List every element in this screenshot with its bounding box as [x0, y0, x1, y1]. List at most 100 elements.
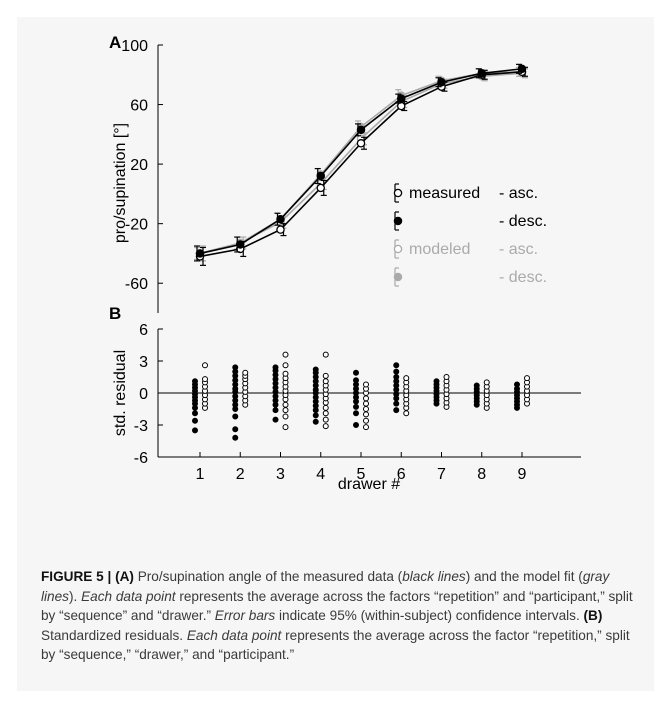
residual-point — [353, 422, 359, 428]
data-point — [276, 214, 285, 224]
panel-b-y-tick-label: -6 — [134, 450, 148, 467]
panel-a-series — [194, 63, 528, 266]
panel-b-y-axis-label: std. residual — [112, 350, 129, 436]
residual-point — [192, 427, 198, 434]
residual-point — [363, 417, 369, 424]
panel-b-letter: B — [109, 304, 121, 323]
figure-caption: FIGURE 5 | (A) Pro/supination angle of t… — [41, 567, 647, 665]
residual-point — [353, 410, 359, 417]
panel-b-x-tick-label: 2 — [236, 466, 245, 483]
caption-emphasis: Each data point — [81, 588, 176, 604]
residual-point — [393, 362, 400, 369]
legend-marker — [393, 244, 403, 254]
residual-point — [393, 407, 400, 414]
panel-a-letter: A — [109, 33, 121, 52]
residual-point — [322, 404, 329, 411]
residual-point — [363, 381, 369, 388]
data-point — [276, 225, 285, 234]
panel-a-legend: measured - asc. - desc. modeled - asc. - desc… — [393, 183, 547, 287]
residual-point — [483, 379, 490, 386]
caption-text: Pro/supination angle of the measured dat… — [133, 569, 403, 584]
legend-sequence-label: - asc. — [499, 241, 538, 258]
residual-point — [202, 362, 208, 369]
panel-b-axes: -6 -3 0 3 6 1 2 3 4 5 6 7 8 9 — [134, 322, 581, 483]
caption-emphasis: black lines — [402, 569, 466, 584]
residual-point — [353, 403, 359, 410]
residual-point — [443, 374, 450, 380]
caption-figure-label: FIGURE 5 | — [41, 569, 116, 584]
caption-text: ). — [68, 588, 82, 604]
residual-point — [363, 411, 369, 418]
residual-point — [393, 374, 400, 380]
series-line — [199, 68, 523, 255]
legend-sequence-label: - asc. — [499, 185, 538, 202]
caption-text: ) and the model fit ( — [465, 569, 583, 584]
residual-point — [322, 378, 329, 385]
series-measured-asc — [195, 66, 528, 266]
panel-a-y-tick-label: 100 — [121, 38, 148, 55]
data-point — [517, 64, 527, 74]
residual-point — [192, 378, 198, 385]
series-line — [199, 72, 523, 255]
legend-marker — [393, 216, 403, 226]
caption-emphasis: Each data point — [186, 627, 282, 643]
panel-b-x-axis-label: drawer # — [338, 476, 400, 493]
residual-point — [353, 369, 359, 376]
series-measured-desc — [194, 63, 527, 262]
residual-point — [473, 382, 480, 389]
residual-series-filled — [192, 362, 520, 441]
series-modeled-asc — [195, 68, 528, 262]
data-point — [356, 139, 366, 148]
residual-point — [282, 413, 289, 420]
legend-label: modeled — [409, 241, 470, 258]
panel-b-x-tick-label: 5 — [357, 466, 366, 483]
residual-point — [322, 410, 329, 417]
residual-point — [282, 424, 289, 431]
legend-entry: - desc. — [393, 267, 547, 287]
panel-b-x-tick-label: 1 — [196, 466, 205, 483]
residual-point — [312, 366, 319, 373]
panel-a-y-tick-label: -20 — [125, 217, 148, 234]
legend-entry: - desc. — [393, 211, 547, 231]
data-point — [195, 249, 205, 258]
residual-point — [322, 416, 329, 423]
panel-b-y-tick-label: 0 — [139, 386, 148, 403]
residual-series-open — [202, 351, 530, 431]
legend-entry: measured - asc. — [393, 183, 538, 203]
panel-b-x-tick-label: 7 — [437, 466, 446, 483]
residual-point — [322, 423, 329, 430]
residual-point — [202, 376, 208, 383]
residual-point — [232, 426, 239, 433]
panel-b-x-tick-label: 8 — [477, 466, 486, 483]
residual-point — [353, 377, 359, 384]
caption-panel-b-tag: (B) — [583, 608, 603, 624]
residual-point — [232, 364, 239, 371]
data-point — [437, 77, 446, 87]
panel-b-points — [192, 351, 530, 441]
data-point — [477, 69, 486, 78]
data-point — [235, 240, 245, 249]
residual-point — [322, 372, 329, 379]
caption-text: indicate 95% (within-subject) confidence… — [275, 608, 584, 624]
series-modeled-desc — [194, 66, 527, 260]
residual-point — [282, 401, 289, 408]
residual-point — [363, 395, 369, 402]
caption-text: represents the average across the factor… — [41, 588, 633, 624]
data-point — [356, 125, 366, 135]
data-point — [396, 94, 406, 103]
data-point — [316, 183, 325, 193]
panel-b-x-tick-label: 9 — [518, 466, 527, 483]
series-line — [199, 71, 523, 258]
legend-label: measured — [409, 185, 480, 202]
legend-marker — [393, 272, 403, 282]
series-line — [199, 71, 523, 255]
residual-point — [403, 410, 410, 417]
residual-point — [524, 375, 530, 382]
caption-text: represents the average across the factor… — [41, 627, 630, 663]
residual-point — [242, 369, 249, 376]
residual-point — [282, 407, 289, 414]
residual-point — [232, 413, 239, 420]
panel-a-axes: -60 -20 20 60 100 — [121, 38, 163, 313]
caption-emphasis: Error bars — [214, 608, 276, 624]
